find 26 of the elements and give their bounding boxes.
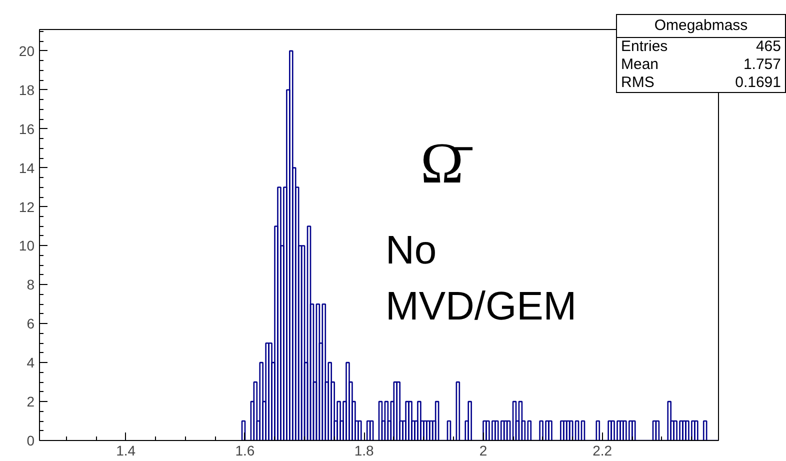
y-tick-label: 14 bbox=[18, 160, 35, 176]
x-tick-label: 2.2 bbox=[592, 442, 612, 458]
y-tick-label: 2 bbox=[26, 394, 35, 410]
y-tick-label: 16 bbox=[18, 120, 35, 137]
text: 1.757 bbox=[743, 56, 781, 73]
y-tick-label: 4 bbox=[26, 354, 35, 371]
text: 0.1691 bbox=[735, 74, 781, 91]
text: 465 bbox=[756, 38, 781, 55]
x-tick-label: 1.6 bbox=[235, 442, 255, 458]
annotation: No bbox=[386, 228, 437, 272]
annotation: Omegabmass bbox=[617, 15, 785, 38]
annotation: Ω̄ bbox=[420, 130, 473, 196]
annotation: MVD/GEM bbox=[386, 284, 577, 328]
y-tick-label: 8 bbox=[26, 276, 35, 293]
y-tick-label: 20 bbox=[18, 42, 35, 59]
y-tick-label: 18 bbox=[18, 82, 35, 98]
x-tick-label: 1.4 bbox=[116, 442, 136, 458]
annotation: Mean bbox=[620, 56, 660, 74]
annotation: RMS bbox=[620, 74, 656, 92]
x-tick-label: 2 bbox=[479, 442, 488, 458]
annotation: Entries bbox=[620, 38, 669, 56]
y-tick-label: 6 bbox=[26, 316, 35, 332]
y-tick-label: 0 bbox=[26, 432, 35, 448]
y-tick-label: 10 bbox=[18, 238, 35, 254]
y-tick-label: 12 bbox=[18, 198, 35, 215]
x-tick-label: 1.8 bbox=[354, 442, 374, 458]
